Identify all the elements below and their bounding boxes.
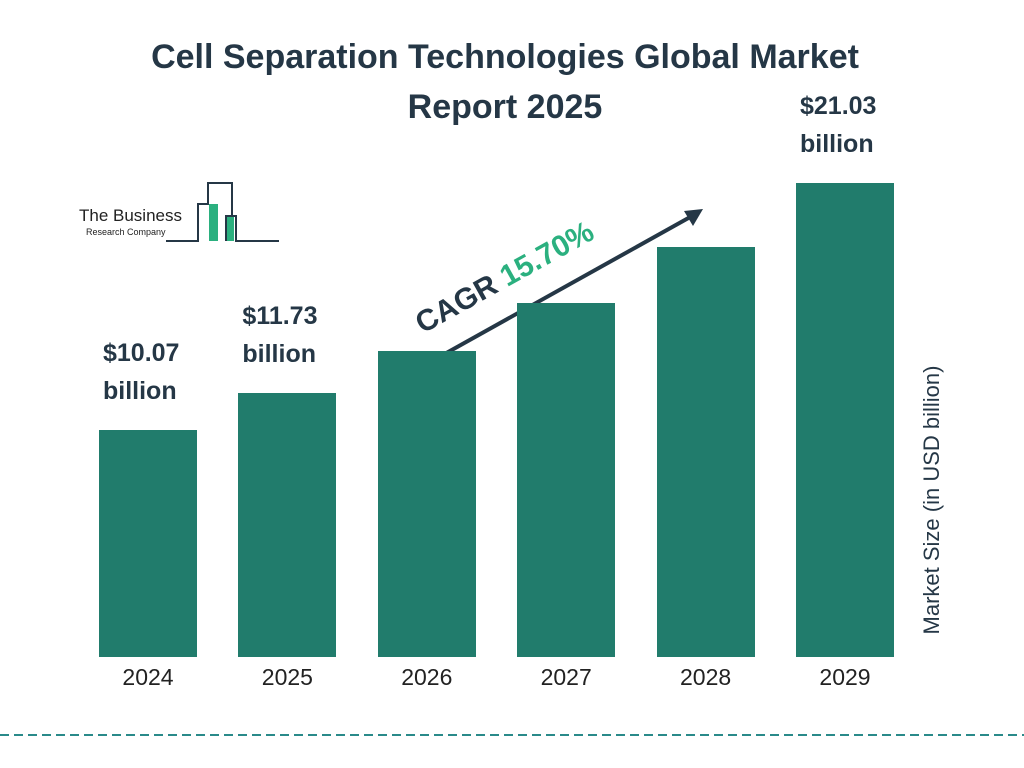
value-label: $10.07 billion bbox=[103, 339, 180, 406]
x-tick-label: 2028 bbox=[680, 664, 732, 690]
logo-text: Research Company bbox=[86, 227, 166, 237]
x-tick-label: 2024 bbox=[122, 664, 174, 690]
x-tick-label: 2027 bbox=[540, 664, 592, 690]
y-axis-label: Market Size (in USD billion) bbox=[919, 365, 944, 635]
bar bbox=[517, 303, 616, 657]
x-tick-label: 2029 bbox=[819, 664, 871, 690]
logo-accent bbox=[209, 204, 218, 241]
x-tick-label: 2026 bbox=[401, 664, 453, 690]
logo-icon bbox=[166, 182, 279, 242]
bar bbox=[656, 247, 755, 657]
bar bbox=[238, 392, 337, 657]
bar bbox=[796, 183, 894, 657]
bar bbox=[99, 430, 197, 657]
cagr-arrowhead bbox=[684, 209, 703, 226]
logo-text: The Business bbox=[79, 206, 182, 225]
logo-accent bbox=[227, 217, 234, 241]
x-tick-label: 2025 bbox=[261, 664, 313, 690]
value-label: $21.03 billion bbox=[800, 92, 877, 158]
chart-title: Cell Separation Technologies Global Mark… bbox=[151, 38, 859, 126]
bar bbox=[377, 351, 476, 657]
value-label: $11.73 billion bbox=[242, 301, 318, 368]
